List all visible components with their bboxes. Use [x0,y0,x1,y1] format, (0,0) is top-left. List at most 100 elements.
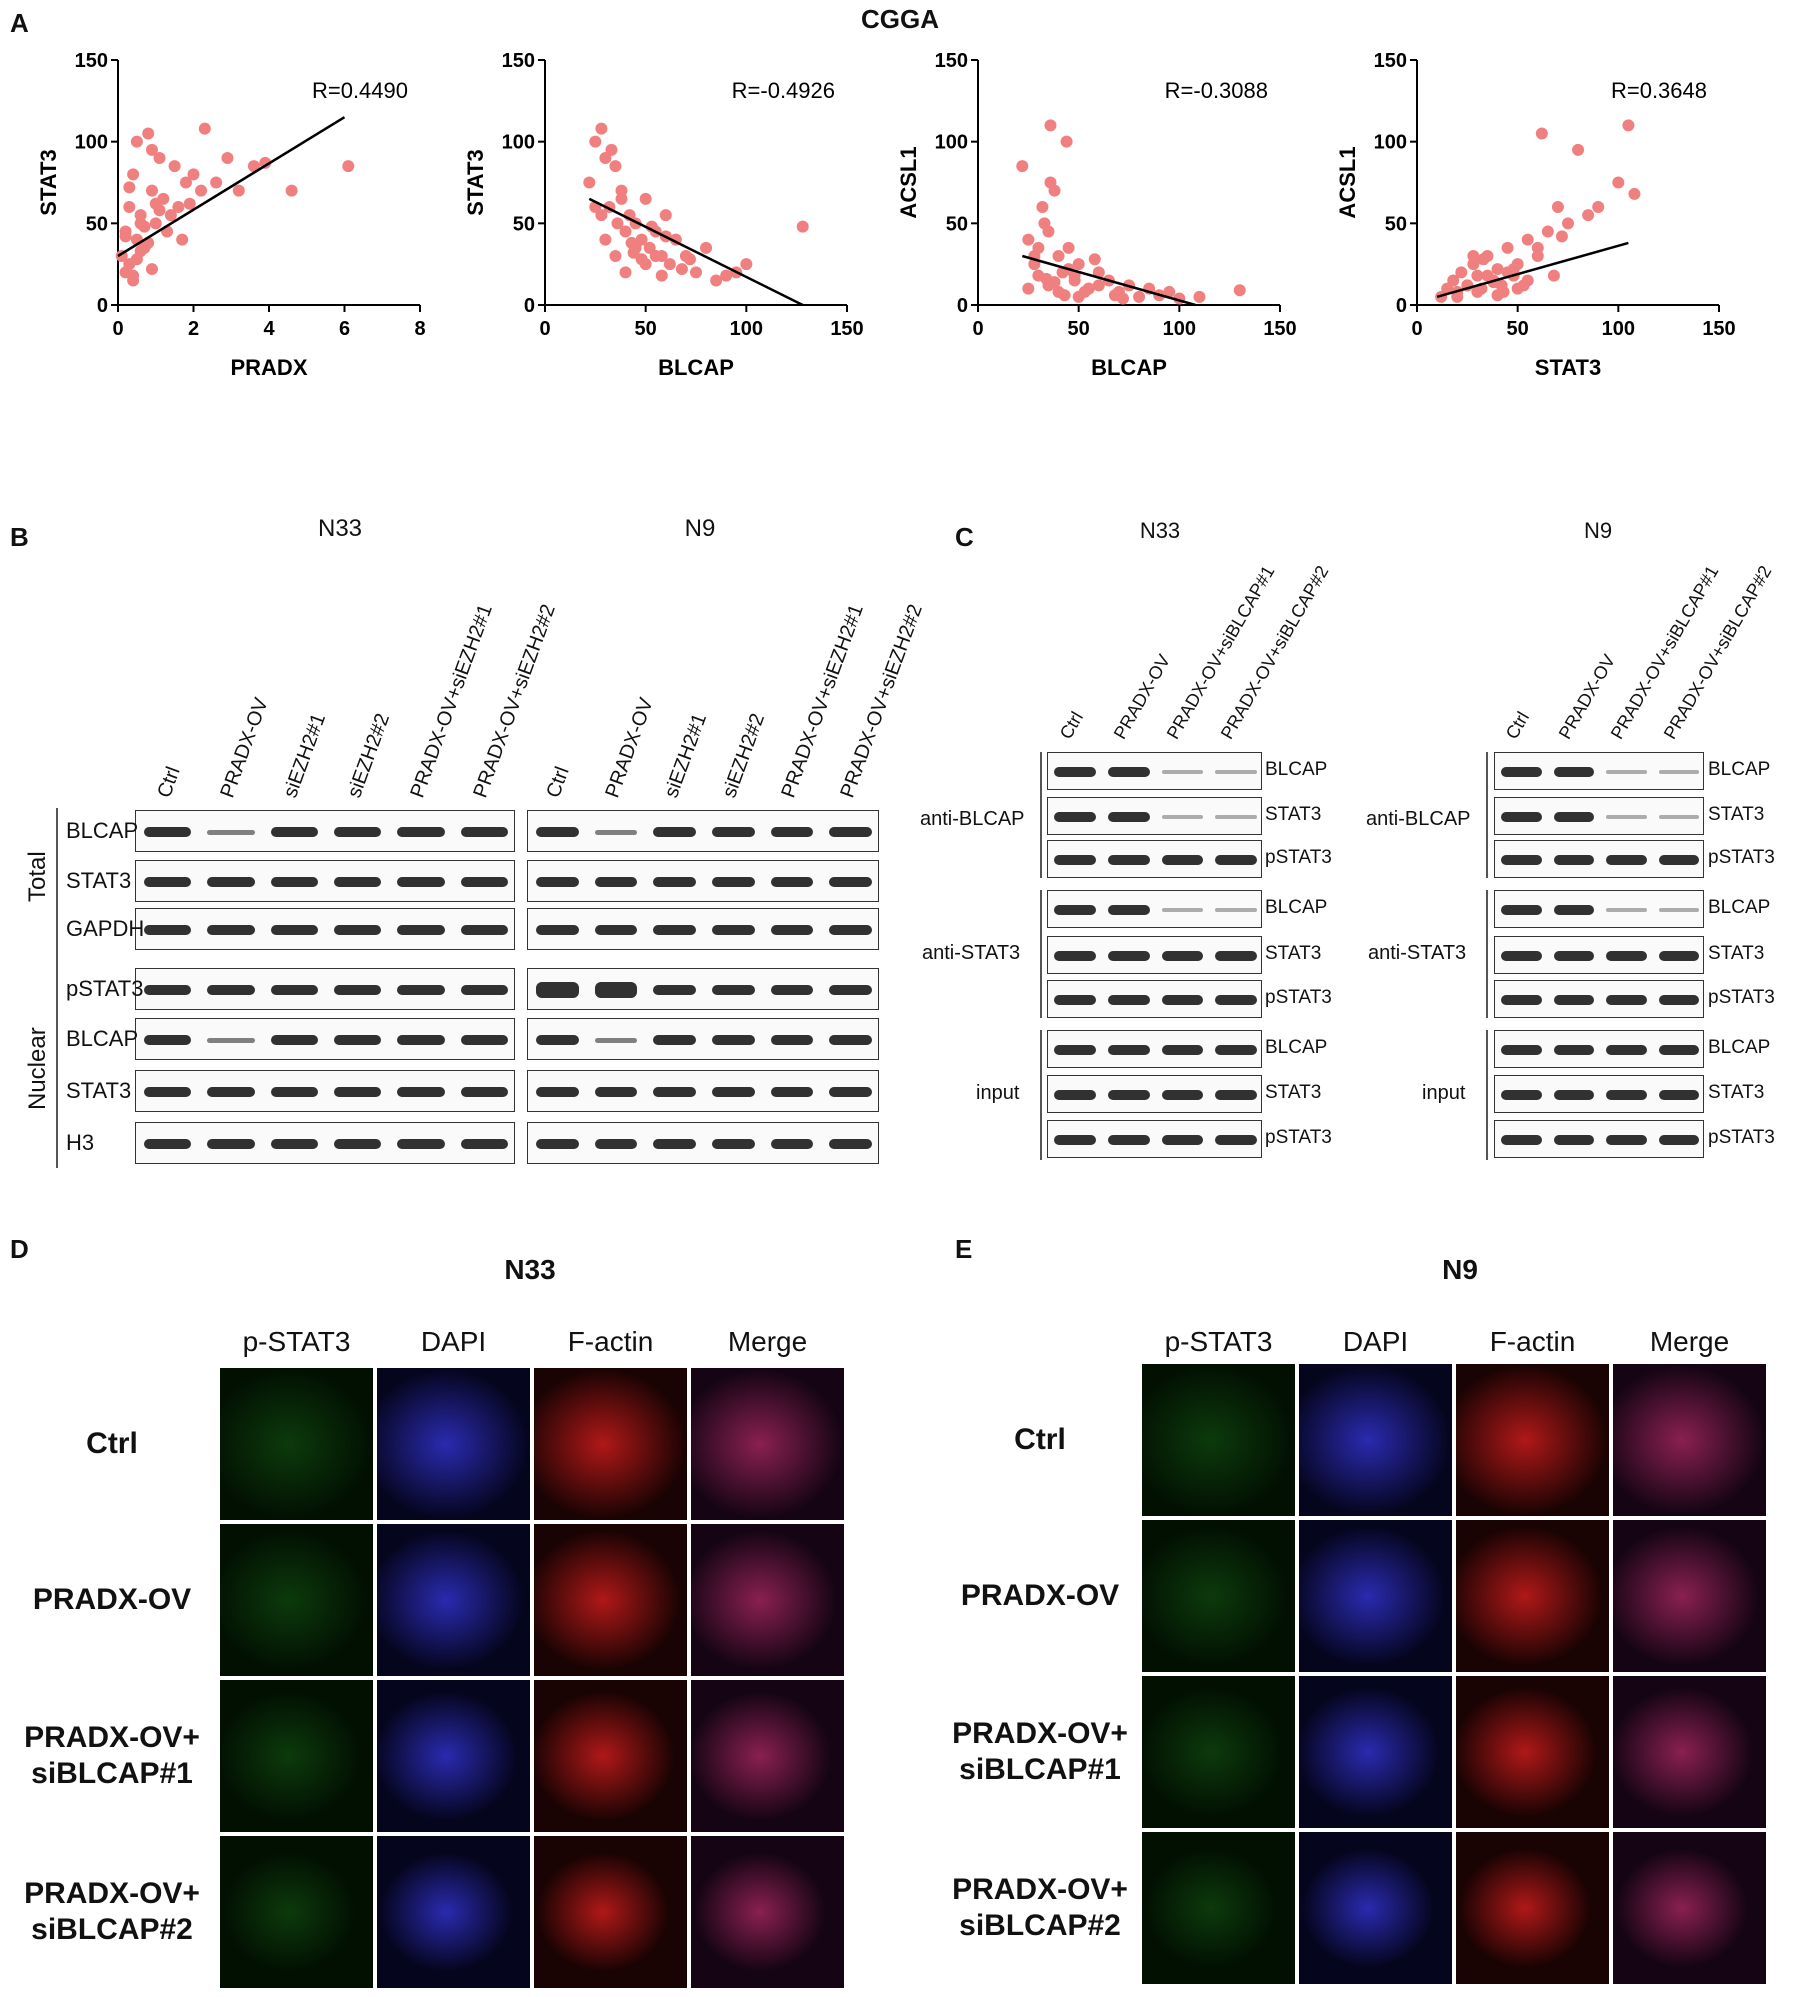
row-label: PRADX-OV+ siBLCAP#2 [24,1877,200,1946]
condition-label-n33: Ctrl [1055,708,1088,743]
band [1501,905,1542,915]
band [536,1035,579,1045]
group-bracket-n33 [1040,1030,1042,1160]
data-point [1163,285,1176,298]
data-point [589,135,602,148]
data-point [1471,269,1484,282]
blot-row-n9 [1494,890,1704,928]
y-tick-label: 50 [513,213,535,235]
row-label: Ctrl [1014,1423,1066,1456]
data-point [123,181,136,194]
y-tick-label: 0 [524,295,535,317]
band [1553,812,1594,822]
blot-row-n33 [1047,890,1262,928]
blot-row-n9 [1494,1075,1704,1113]
x-tick-label: 0 [112,318,123,340]
micrograph-p-stat- [1140,1518,1297,1674]
blot-row-label: BLCAP [1708,759,1771,780]
data-point [605,143,618,156]
data-point [1040,272,1053,285]
band [1658,995,1699,1005]
x-axis-label: STAT3 [1535,355,1601,380]
blot-row-label: STAT3 [66,868,132,893]
micrograph-merge [689,1678,846,1834]
band [829,877,872,887]
micrograph-dapi [375,1678,532,1834]
data-point [285,184,298,197]
data-point [142,127,155,140]
channel-label: Merge [727,1326,808,1357]
band [460,985,508,995]
x-tick-label: 100 [1163,318,1196,340]
data-point [635,253,648,266]
data-point [1497,285,1510,298]
row-label: PRADX-OV [960,1579,1120,1612]
data-point [609,250,622,262]
blot-row-n9 [1494,752,1704,790]
band [1054,812,1096,822]
blot-row-label: STAT3 [1708,943,1765,964]
data-point [1477,253,1490,266]
band [1161,770,1204,774]
data-point [1628,187,1641,200]
data-point [119,230,132,243]
group-bracket-n9 [1486,752,1488,878]
y-axis-label: ACSL1 [896,146,921,218]
band [207,829,255,835]
band [594,1139,638,1149]
band [334,1035,382,1045]
micrograph-dapi [375,1522,532,1678]
band [1606,855,1647,865]
band [1107,1045,1150,1055]
channel-label: p-STAT3 [1164,1326,1273,1357]
micrograph-dapi [375,1834,532,1990]
channel-label: DAPI [420,1326,487,1357]
blot-row-label: BLCAP [1265,897,1328,918]
panel-b-nuclear-bracket [56,968,58,1168]
micrograph-p-stat- [1140,1830,1297,1986]
band [829,985,872,995]
band [536,1087,579,1097]
data-point [127,269,140,282]
panel-c-n9-group-anti-stat3: anti-STAT3 [1368,942,1467,964]
data-point [611,217,624,230]
band [1501,951,1542,961]
data-point [1060,135,1073,148]
band [1606,815,1647,819]
r-annotation: R=0.3648 [1611,78,1707,103]
band [1501,1045,1542,1055]
data-point [145,263,158,276]
band [207,1139,255,1149]
x-axis-label: BLCAP [1091,355,1167,380]
blot-row-label: BLCAP [1265,1037,1328,1058]
row-label: PRADX-OV+ siBLCAP#2 [952,1873,1128,1942]
blot-row-n33 [135,1018,515,1060]
band [1658,1045,1699,1055]
blot-row-n9 [1494,980,1704,1018]
band [536,925,579,935]
channel-label: Merge [1649,1326,1730,1357]
condition-label-n9: Ctrl [542,763,575,801]
data-point [1092,279,1105,292]
blot-row-n9 [1494,797,1704,835]
band [460,1035,508,1045]
band [712,1035,755,1045]
band [1161,1090,1204,1100]
data-point [1562,217,1574,230]
panel-c-n33-group-anti-blcap: anti-BLCAP [920,808,1025,830]
band [1107,767,1150,777]
band [397,925,445,935]
band [270,1087,318,1097]
data-point [1447,274,1460,287]
y-tick-label: 150 [75,50,108,72]
r-annotation: R=-0.3088 [1165,78,1268,103]
band [397,1087,445,1097]
band [770,877,814,887]
blot-row-n33 [135,1070,515,1112]
blot-row-label: pSTAT3 [1708,987,1775,1008]
data-point [1467,250,1480,262]
band [712,1139,755,1149]
panel-c-n9-title: N9 [1583,518,1613,543]
data-point [655,269,668,282]
band [1215,855,1257,865]
